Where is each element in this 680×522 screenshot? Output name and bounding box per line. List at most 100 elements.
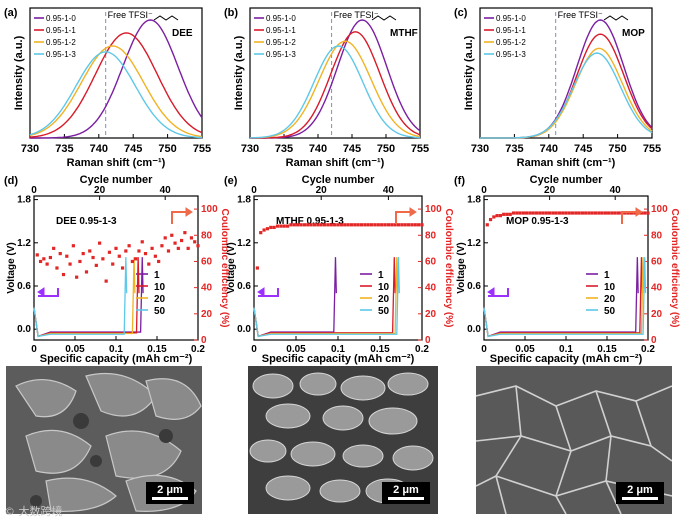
legend-label-2-1: 0.95-1-1 bbox=[496, 26, 526, 35]
panel-label-cyc-2: (f) bbox=[454, 175, 465, 187]
ce-point-0-27 bbox=[120, 266, 125, 270]
ce-point-2-34 bbox=[593, 211, 598, 215]
cap-tick-label-2-0.05: 0.05 bbox=[515, 344, 535, 355]
x-tick-label-2-750: 750 bbox=[608, 143, 626, 155]
voltage-curve-0-cycle-50 bbox=[33, 257, 128, 338]
ce-point-2-1 bbox=[485, 223, 489, 227]
v-tick-label-1-0.6: 0.6 bbox=[237, 281, 251, 292]
voltage-axis-label-0: Voltage (V) bbox=[6, 242, 17, 293]
ce-point-0-31 bbox=[134, 257, 138, 261]
ce-point-0-16 bbox=[84, 270, 89, 274]
ce-point-1-31 bbox=[356, 223, 360, 227]
ce-point-0-3 bbox=[42, 257, 46, 261]
ce-point-2-4 bbox=[495, 214, 499, 218]
arrow-left-2 bbox=[488, 288, 509, 297]
cyc-tick-label-2-20: 20 bbox=[544, 185, 556, 196]
ce-point-0-4 bbox=[45, 262, 49, 266]
ce-point-1-8 bbox=[279, 224, 283, 228]
ce-point-0-37 bbox=[153, 254, 157, 258]
ce-point-0-8 bbox=[58, 252, 62, 256]
panel-label-0: (a) bbox=[4, 7, 18, 19]
ce-axis-label-2: Coulombic efficiency (%) bbox=[669, 209, 680, 328]
molecule-label-2: MOP bbox=[622, 28, 645, 39]
cap-tick-label-0-0.05: 0.05 bbox=[65, 344, 85, 355]
ce-point-2-35 bbox=[597, 211, 601, 215]
ce-point-2-41 bbox=[616, 211, 621, 215]
arrow-right-1 bbox=[395, 211, 412, 224]
x-tick-label-1-750: 750 bbox=[377, 143, 395, 155]
cyc-tick-label-0-20: 20 bbox=[94, 185, 106, 196]
ce-point-1-10 bbox=[286, 224, 290, 228]
molecule-structure-0 bbox=[153, 15, 179, 21]
ce-point-0-28 bbox=[124, 249, 128, 253]
arrowhead-right-1 bbox=[409, 207, 417, 217]
cap-tick-label-2-0.2: 0.2 bbox=[641, 344, 655, 355]
ce-point-0-44 bbox=[176, 246, 180, 250]
ce-point-1-35 bbox=[370, 223, 374, 227]
ce-point-2-6 bbox=[502, 212, 506, 216]
ce-tick-label-2-100: 100 bbox=[651, 204, 668, 215]
ce-point-2-16 bbox=[534, 211, 539, 215]
ce-tick-label-2-0: 0 bbox=[651, 335, 657, 346]
panel-label-cyc-1: (e) bbox=[224, 175, 238, 187]
ce-point-2-9 bbox=[511, 211, 516, 215]
ce-point-1-40 bbox=[386, 223, 390, 227]
ce-point-1-19 bbox=[316, 223, 320, 227]
ce-tick-label-1-0: 0 bbox=[425, 335, 431, 346]
ce-point-1-14 bbox=[299, 223, 303, 227]
axes-frame-1 bbox=[249, 7, 421, 139]
ce-point-2-25 bbox=[564, 211, 568, 215]
ce-point-1-25 bbox=[336, 223, 340, 227]
ce-point-0-12 bbox=[71, 244, 75, 248]
x-tick-label-0-740: 740 bbox=[90, 143, 108, 155]
ce-point-1-13 bbox=[296, 223, 300, 227]
top-axis-label-2: Cycle number bbox=[530, 174, 603, 186]
ce-point-1-39 bbox=[383, 223, 387, 227]
x-tick-label-2-730: 730 bbox=[471, 143, 489, 155]
legend-label-2-2: 0.95-1-2 bbox=[496, 38, 526, 47]
raman-series-1-0.95-1-2 bbox=[250, 40, 421, 139]
cap-tick-label-1-0: 0 bbox=[251, 344, 257, 355]
sample-label-2: MOP 0.95-1-3 bbox=[506, 216, 569, 227]
cap-axis-label-2: Specific capacity (mAh cm⁻²) bbox=[490, 353, 643, 365]
ce-point-2-40 bbox=[613, 211, 617, 215]
ce-point-2-2 bbox=[488, 217, 493, 222]
v-tick-label-0-0.6: 0.6 bbox=[17, 281, 31, 292]
ce-point-0-50 bbox=[196, 244, 200, 248]
ce-point-2-21 bbox=[551, 211, 555, 215]
ce-point-2-19 bbox=[544, 211, 548, 215]
ce-point-2-24 bbox=[561, 211, 565, 215]
cyc-tick-label-0-0: 0 bbox=[31, 185, 37, 196]
arrow-left-0 bbox=[38, 288, 59, 297]
x-tick-label-0-745: 745 bbox=[124, 143, 142, 155]
ce-point-2-23 bbox=[557, 211, 562, 215]
cap-tick-label-0-0.1: 0.1 bbox=[109, 344, 123, 355]
ce-point-1-21 bbox=[322, 223, 327, 227]
x-tick-label-2-740: 740 bbox=[540, 143, 558, 155]
x-tick-label-2-745: 745 bbox=[574, 143, 592, 155]
ce-point-1-43 bbox=[396, 223, 401, 227]
ce-point-1-34 bbox=[366, 223, 370, 227]
axes-frame-2 bbox=[479, 7, 653, 139]
ce-point-0-42 bbox=[170, 233, 174, 237]
cyc-legend-label-0-2: 20 bbox=[154, 294, 166, 305]
voltage-curve-1-cycle-50 bbox=[253, 257, 400, 338]
voltage-curve-2-cycle-50 bbox=[483, 257, 647, 338]
ce-point-2-36 bbox=[600, 211, 604, 215]
ce-point-2-30 bbox=[580, 211, 584, 215]
v-tick-label-0-1.2: 1.2 bbox=[17, 238, 31, 249]
x-axis-label-0: Raman shift (cm⁻¹) bbox=[67, 157, 166, 169]
arrow-right-2 bbox=[621, 211, 638, 224]
arrow-left-1 bbox=[258, 288, 279, 297]
ce-point-0-45 bbox=[180, 238, 184, 243]
cap-tick-label-2-0.1: 0.1 bbox=[559, 344, 573, 355]
cyc-legend-label-2-0: 1 bbox=[604, 270, 610, 281]
cyc-legend-label-1-2: 20 bbox=[378, 294, 390, 305]
ce-point-0-22 bbox=[104, 279, 108, 283]
ce-point-2-7 bbox=[505, 212, 509, 216]
sample-label-0: DEE 0.95-1-3 bbox=[56, 216, 117, 227]
ce-point-1-30 bbox=[353, 223, 357, 227]
ce-point-2-22 bbox=[554, 211, 558, 215]
ce-point-0-43 bbox=[173, 241, 177, 245]
